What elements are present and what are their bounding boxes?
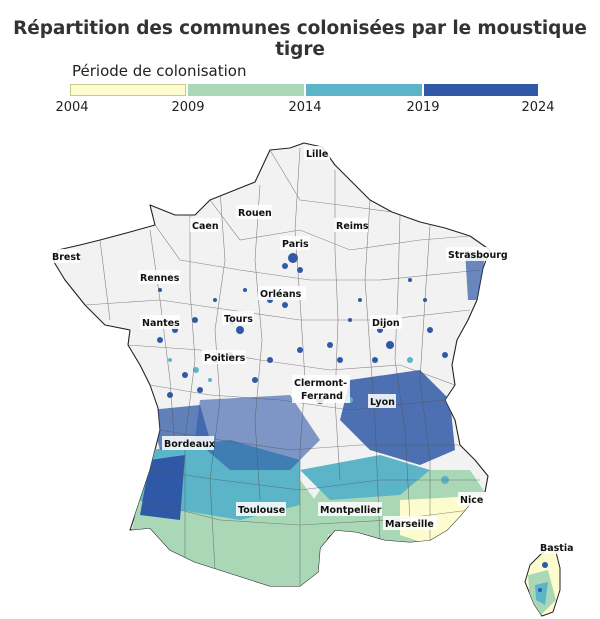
legend-tick-2004: 2004	[55, 100, 89, 115]
legend-title: Période de colonisation	[72, 62, 247, 80]
city-label-nice: Nice	[460, 495, 483, 506]
legend-tick-2014: 2014	[288, 100, 322, 115]
city-label-caen: Caen	[192, 221, 219, 232]
city-label-poitiers: Poitiers	[204, 353, 246, 364]
city-label-strasbourg: Strasbourg	[448, 250, 508, 261]
city-label-clermont-line1: Clermont-	[294, 378, 347, 389]
city-label-toulouse: Toulouse	[238, 505, 285, 516]
legend-tick-2009: 2009	[171, 100, 205, 115]
legend-bar-2004-2009	[70, 84, 186, 96]
city-label-rouen: Rouen	[238, 208, 272, 219]
city-label-nantes: Nantes	[142, 318, 180, 329]
city-label-dijon: Dijon	[372, 318, 400, 329]
city-label-tours: Tours	[224, 314, 253, 325]
city-label-bastia: Bastia	[540, 543, 574, 554]
legend-bar-2019-2024	[424, 84, 538, 96]
city-label-clermont-line2: Ferrand	[301, 391, 343, 402]
city-labels: Lille Rouen Caen Reims Paris Brest Stras…	[50, 146, 576, 554]
legend-bar-2014-2019	[306, 84, 422, 96]
page-title: Répartition des communes colonisées par …	[13, 18, 587, 60]
city-label-bordeaux: Bordeaux	[164, 439, 215, 450]
city-label-rennes: Rennes	[140, 273, 180, 284]
legend-tick-2019: 2019	[406, 100, 440, 115]
legend-tick-2024: 2024	[521, 100, 555, 115]
city-label-montpellier: Montpellier	[320, 505, 382, 516]
legend-bar-2009-2014	[188, 84, 304, 96]
city-label-marseille: Marseille	[385, 519, 434, 530]
city-label-paris: Paris	[282, 239, 309, 250]
city-label-reims: Reims	[336, 221, 369, 232]
city-label-brest: Brest	[52, 252, 81, 263]
city-label-lille: Lille	[306, 149, 328, 160]
corsica-colonised	[528, 562, 556, 616]
city-label-lyon: Lyon	[370, 397, 395, 408]
city-label-orleans: Orléans	[260, 289, 302, 300]
